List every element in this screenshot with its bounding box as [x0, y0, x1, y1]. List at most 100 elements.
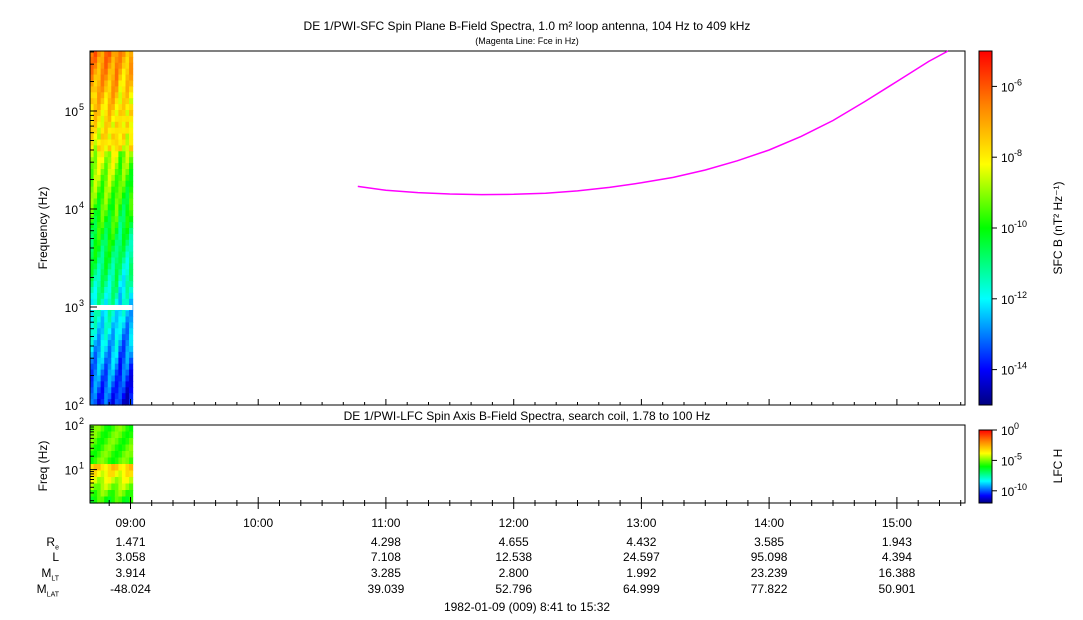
- sfc-spectrogram-cell: [107, 363, 112, 371]
- sfc-spectrogram-cell: [104, 139, 109, 146]
- sfc-spectrogram-cell: [90, 399, 95, 406]
- sfc-spectrogram-cell: [111, 139, 116, 146]
- sfc-spectrogram-cell: [93, 346, 98, 353]
- sfc-spectrogram-cell: [121, 281, 127, 288]
- sfc-spectrogram-cell: [107, 192, 112, 200]
- sfc-spectrogram-cell: [90, 74, 95, 82]
- sfc-spectrogram-cell: [90, 180, 95, 188]
- lfc-spectrogram-cell: [121, 470, 127, 478]
- sfc-spectrogram-cell: [111, 281, 116, 288]
- sfc-spectrogram-cell: [125, 222, 130, 229]
- sfc-spectrogram-cell: [97, 56, 102, 64]
- sfc-spectrogram-cell: [111, 210, 116, 217]
- sfc-spectrogram-cell: [104, 393, 109, 400]
- lfc-spectrogram-cell: [129, 496, 134, 504]
- lfc-spectrogram-cell: [93, 438, 98, 446]
- sfc-spectrogram-cell: [125, 239, 130, 247]
- sfc-spectrogram-cell: [121, 186, 127, 194]
- sfc-spectrogram-cell: [97, 80, 102, 87]
- sfc-spectrogram-cell: [93, 198, 98, 205]
- lfc-spectrogram-cell: [104, 438, 109, 446]
- sfc-spectrogram-cell: [104, 322, 109, 329]
- ephemeris-value: 16.388: [878, 566, 916, 580]
- sfc-spectrogram-cell: [104, 346, 109, 353]
- sfc-spectrogram-cell: [90, 80, 95, 87]
- ephemeris-value: -48.024: [110, 582, 151, 596]
- lfc-spectrogram-cell: [107, 464, 112, 472]
- sfc-spectrogram-cell: [104, 334, 109, 341]
- sfc-spectrogram-cell: [104, 310, 109, 318]
- sfc-spectrogram-cell: [93, 263, 98, 270]
- sfc-spectrogram-cell: [114, 245, 119, 253]
- sfc-spectrogram-cell: [118, 263, 123, 270]
- sfc-spectrogram-cell: [90, 127, 95, 135]
- lfc-colorbar-tick-label: 10: [1001, 454, 1015, 468]
- sfc-spectrogram-cell: [118, 133, 123, 141]
- sfc-spectrogram-cell: [125, 287, 130, 294]
- sfc-spectrogram-cell: [111, 292, 116, 300]
- sfc-spectrogram-cell: [100, 393, 105, 400]
- sfc-spectrogram-cell: [93, 328, 98, 335]
- sfc-spectrogram-cell: [100, 163, 105, 170]
- sfc-spectrogram-cell: [97, 298, 102, 306]
- lfc-spectrogram-cell: [104, 490, 109, 498]
- sfc-spectrogram-cell: [100, 186, 105, 194]
- sfc-spectrogram-cell: [104, 375, 109, 382]
- lfc-spectrogram-cell: [93, 490, 98, 498]
- sfc-spectrogram-cell: [114, 393, 119, 400]
- sfc-spectrogram-cell: [104, 292, 109, 300]
- sfc-spectrogram-cell: [93, 163, 98, 170]
- sfc-spectrogram-cell: [111, 346, 116, 353]
- lfc-spectrogram-cell: [129, 477, 134, 485]
- sfc-spectrogram-cell: [107, 239, 112, 247]
- lfc-spectrogram-cell: [111, 477, 116, 485]
- sfc-spectrogram-cell: [93, 322, 98, 329]
- sfc-spectrogram-cell: [111, 387, 116, 394]
- sfc-spectrogram-cell: [121, 328, 127, 335]
- sfc-colorbar-tick-exponent: -10: [1014, 219, 1027, 229]
- sfc-spectrogram-cell: [125, 346, 130, 353]
- lfc-spectrogram-cell: [97, 490, 102, 498]
- sfc-spectrogram-cell: [90, 369, 95, 377]
- sfc-spectrogram-cell: [93, 245, 98, 253]
- sfc-spectrogram-cell: [90, 121, 95, 129]
- sfc-spectrogram-cell: [93, 92, 98, 99]
- sfc-spectrogram-cell: [93, 275, 98, 282]
- sfc-spectrogram-cell: [93, 133, 98, 141]
- sfc-spectrogram-cell: [118, 239, 123, 247]
- sfc-spectrogram-cell: [104, 110, 109, 117]
- lfc-spectrogram-cell: [129, 490, 134, 498]
- lfc-spectrogram-cell: [107, 438, 112, 446]
- lfc-y-tick-label: 10: [65, 464, 79, 478]
- lfc-spectrogram-cell: [100, 470, 105, 478]
- sfc-spectrogram-cell: [93, 145, 98, 152]
- lfc-y-tick-exponent: 2: [79, 416, 84, 426]
- sfc-spectrogram-cell: [97, 351, 102, 359]
- sfc-spectrogram-cell: [93, 110, 98, 117]
- sfc-spectrogram-cell: [97, 74, 102, 82]
- sfc-spectrogram-cell: [100, 110, 105, 117]
- sfc-spectrogram-cell: [107, 316, 112, 323]
- sfc-spectrogram-cell: [100, 174, 105, 182]
- sfc-spectrogram-cell: [97, 228, 102, 235]
- sfc-spectrogram-cell: [100, 98, 105, 105]
- lfc-spectrogram-cell: [121, 477, 127, 485]
- sfc-spectrogram-cell: [114, 228, 119, 235]
- lfc-colorbar-tick-exponent: -10: [1014, 482, 1027, 492]
- sfc-spectrogram-cell: [114, 287, 119, 294]
- sfc-spectrogram-cell: [114, 127, 119, 135]
- sfc-spectrogram-cell: [104, 251, 109, 259]
- sfc-spectrogram-cell: [104, 387, 109, 394]
- lfc-spectrogram-cell: [114, 483, 119, 491]
- sfc-spectrogram-cell: [121, 228, 127, 235]
- x-tick-label: 15:00: [882, 516, 912, 530]
- sfc-spectrogram-cell: [121, 204, 127, 211]
- sfc-spectrogram-cell: [111, 198, 116, 205]
- lfc-spectrogram-cell: [97, 464, 102, 472]
- sfc-spectrogram-cell: [93, 104, 98, 111]
- sfc-spectrogram-cell: [97, 86, 102, 93]
- sfc-spectrogram-cell: [107, 121, 112, 129]
- sfc-spectrogram-cell: [104, 157, 109, 164]
- sfc-spectrogram-cell: [121, 216, 127, 223]
